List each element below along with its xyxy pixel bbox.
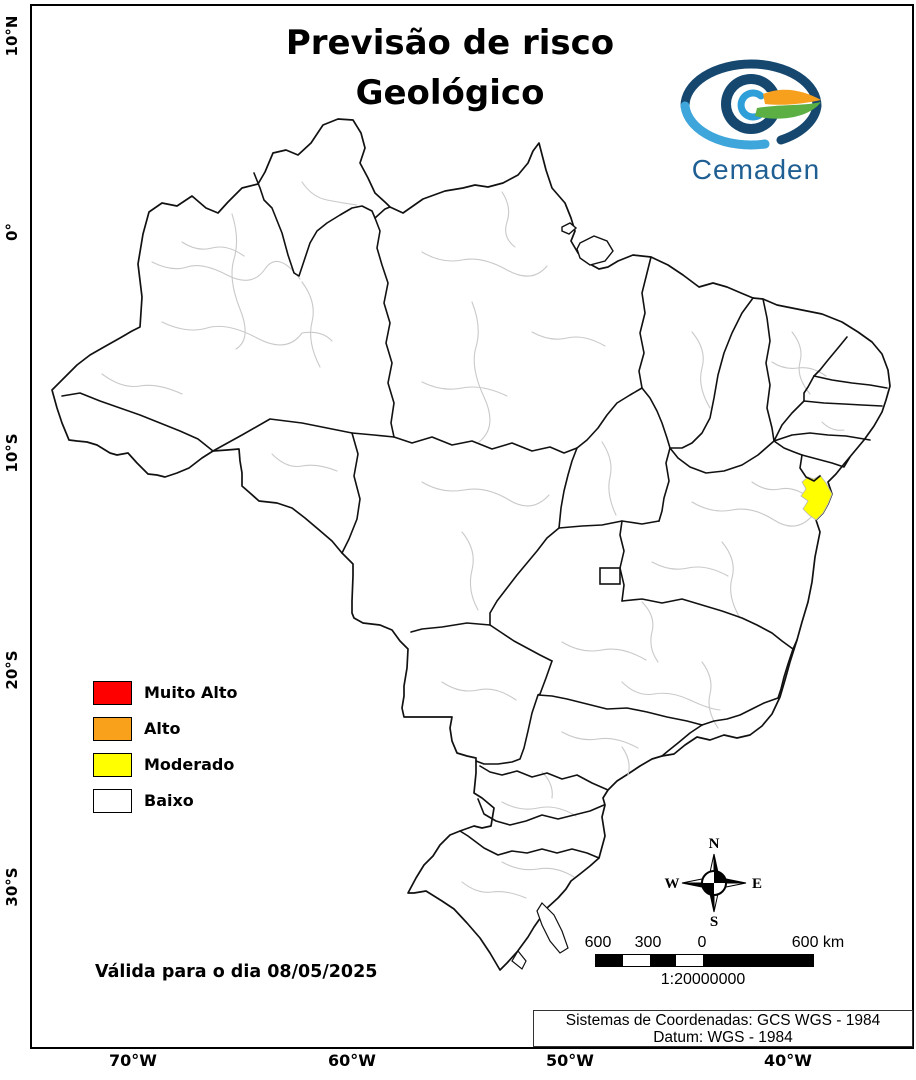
lon-label-50w: 50°W [546, 1051, 594, 1070]
legend-item-alto: Alto [93, 716, 238, 741]
state-borders [61, 172, 888, 859]
title-line2: Geológico [355, 73, 545, 113]
map-title: Previsão de risco Geológico [210, 18, 690, 118]
municipal-borders [101, 181, 845, 899]
coastal-features [511, 222, 614, 970]
legend-item-moderado: Moderado [93, 752, 238, 777]
title-line1: Previsão de risco [285, 23, 615, 63]
legend-swatch-moderado [93, 752, 132, 777]
scale-tick-600-right: 600 km [791, 934, 845, 951]
risk-area-moderado [800, 474, 833, 521]
legend-item-muito-alto: Muito Alto [93, 680, 238, 705]
marajo-island [576, 235, 614, 266]
lat-label-10s: 10°S [3, 433, 21, 473]
lagoa-mirim [511, 949, 527, 970]
scale-tick-300: 300 [634, 934, 662, 951]
compass-rose-icon: N S W E [665, 836, 763, 928]
compass-w-label: W [665, 876, 680, 892]
scale-ratio: 1:20000000 [660, 971, 746, 988]
legend-swatch-baixo [93, 788, 132, 813]
legend-label-alto: Alto [144, 719, 181, 738]
lon-label-40w: 40°W [764, 1051, 812, 1070]
legend-item-baixo: Baixo [93, 788, 238, 813]
scale-tick-600-left: 600 [584, 934, 612, 951]
risk-legend: Muito Alto Alto Moderado Baixo [93, 680, 238, 825]
lon-label-60w: 60°W [328, 1051, 376, 1070]
compass-e-label: E [752, 876, 762, 892]
legend-swatch-alto [93, 716, 132, 741]
cemaden-wordmark: Cemaden [691, 154, 821, 185]
lat-label-30s: 30°S [3, 867, 21, 907]
lagoa-dos-patos [536, 902, 569, 954]
coordinate-system-box: Sistemas de Coordenadas: GCS WGS - 1984 … [533, 1010, 913, 1047]
compass-s-label: S [710, 914, 718, 928]
legend-label-baixo: Baixo [144, 791, 194, 810]
coordinate-system-line1: Sistemas de Coordenadas: GCS WGS - 1984 [565, 1012, 881, 1029]
scale-bar [595, 954, 814, 967]
compass-n-label: N [709, 836, 720, 852]
lat-label-10n: 10°N [3, 15, 21, 57]
validity-date: Válida para o dia 08/05/2025 [95, 962, 378, 982]
brazil-map [51, 118, 891, 971]
brazil-outline [51, 118, 891, 971]
legend-label-muito-alto: Muito Alto [144, 683, 238, 702]
lat-label-0: 0° [3, 223, 21, 241]
lat-label-20s: 20°S [3, 650, 21, 690]
cemaden-eye-icon [680, 59, 822, 150]
legend-swatch-muito-alto [93, 680, 132, 705]
scale-tick-0: 0 [697, 934, 707, 951]
lon-label-70w: 70°W [109, 1051, 157, 1070]
cemaden-logo: Cemaden [668, 52, 844, 186]
map-canvas [30, 4, 914, 1049]
coordinate-system-line2: Datum: WGS - 1984 [653, 1028, 793, 1046]
legend-label-moderado: Moderado [144, 755, 235, 774]
distrito-federal-box [599, 567, 621, 585]
